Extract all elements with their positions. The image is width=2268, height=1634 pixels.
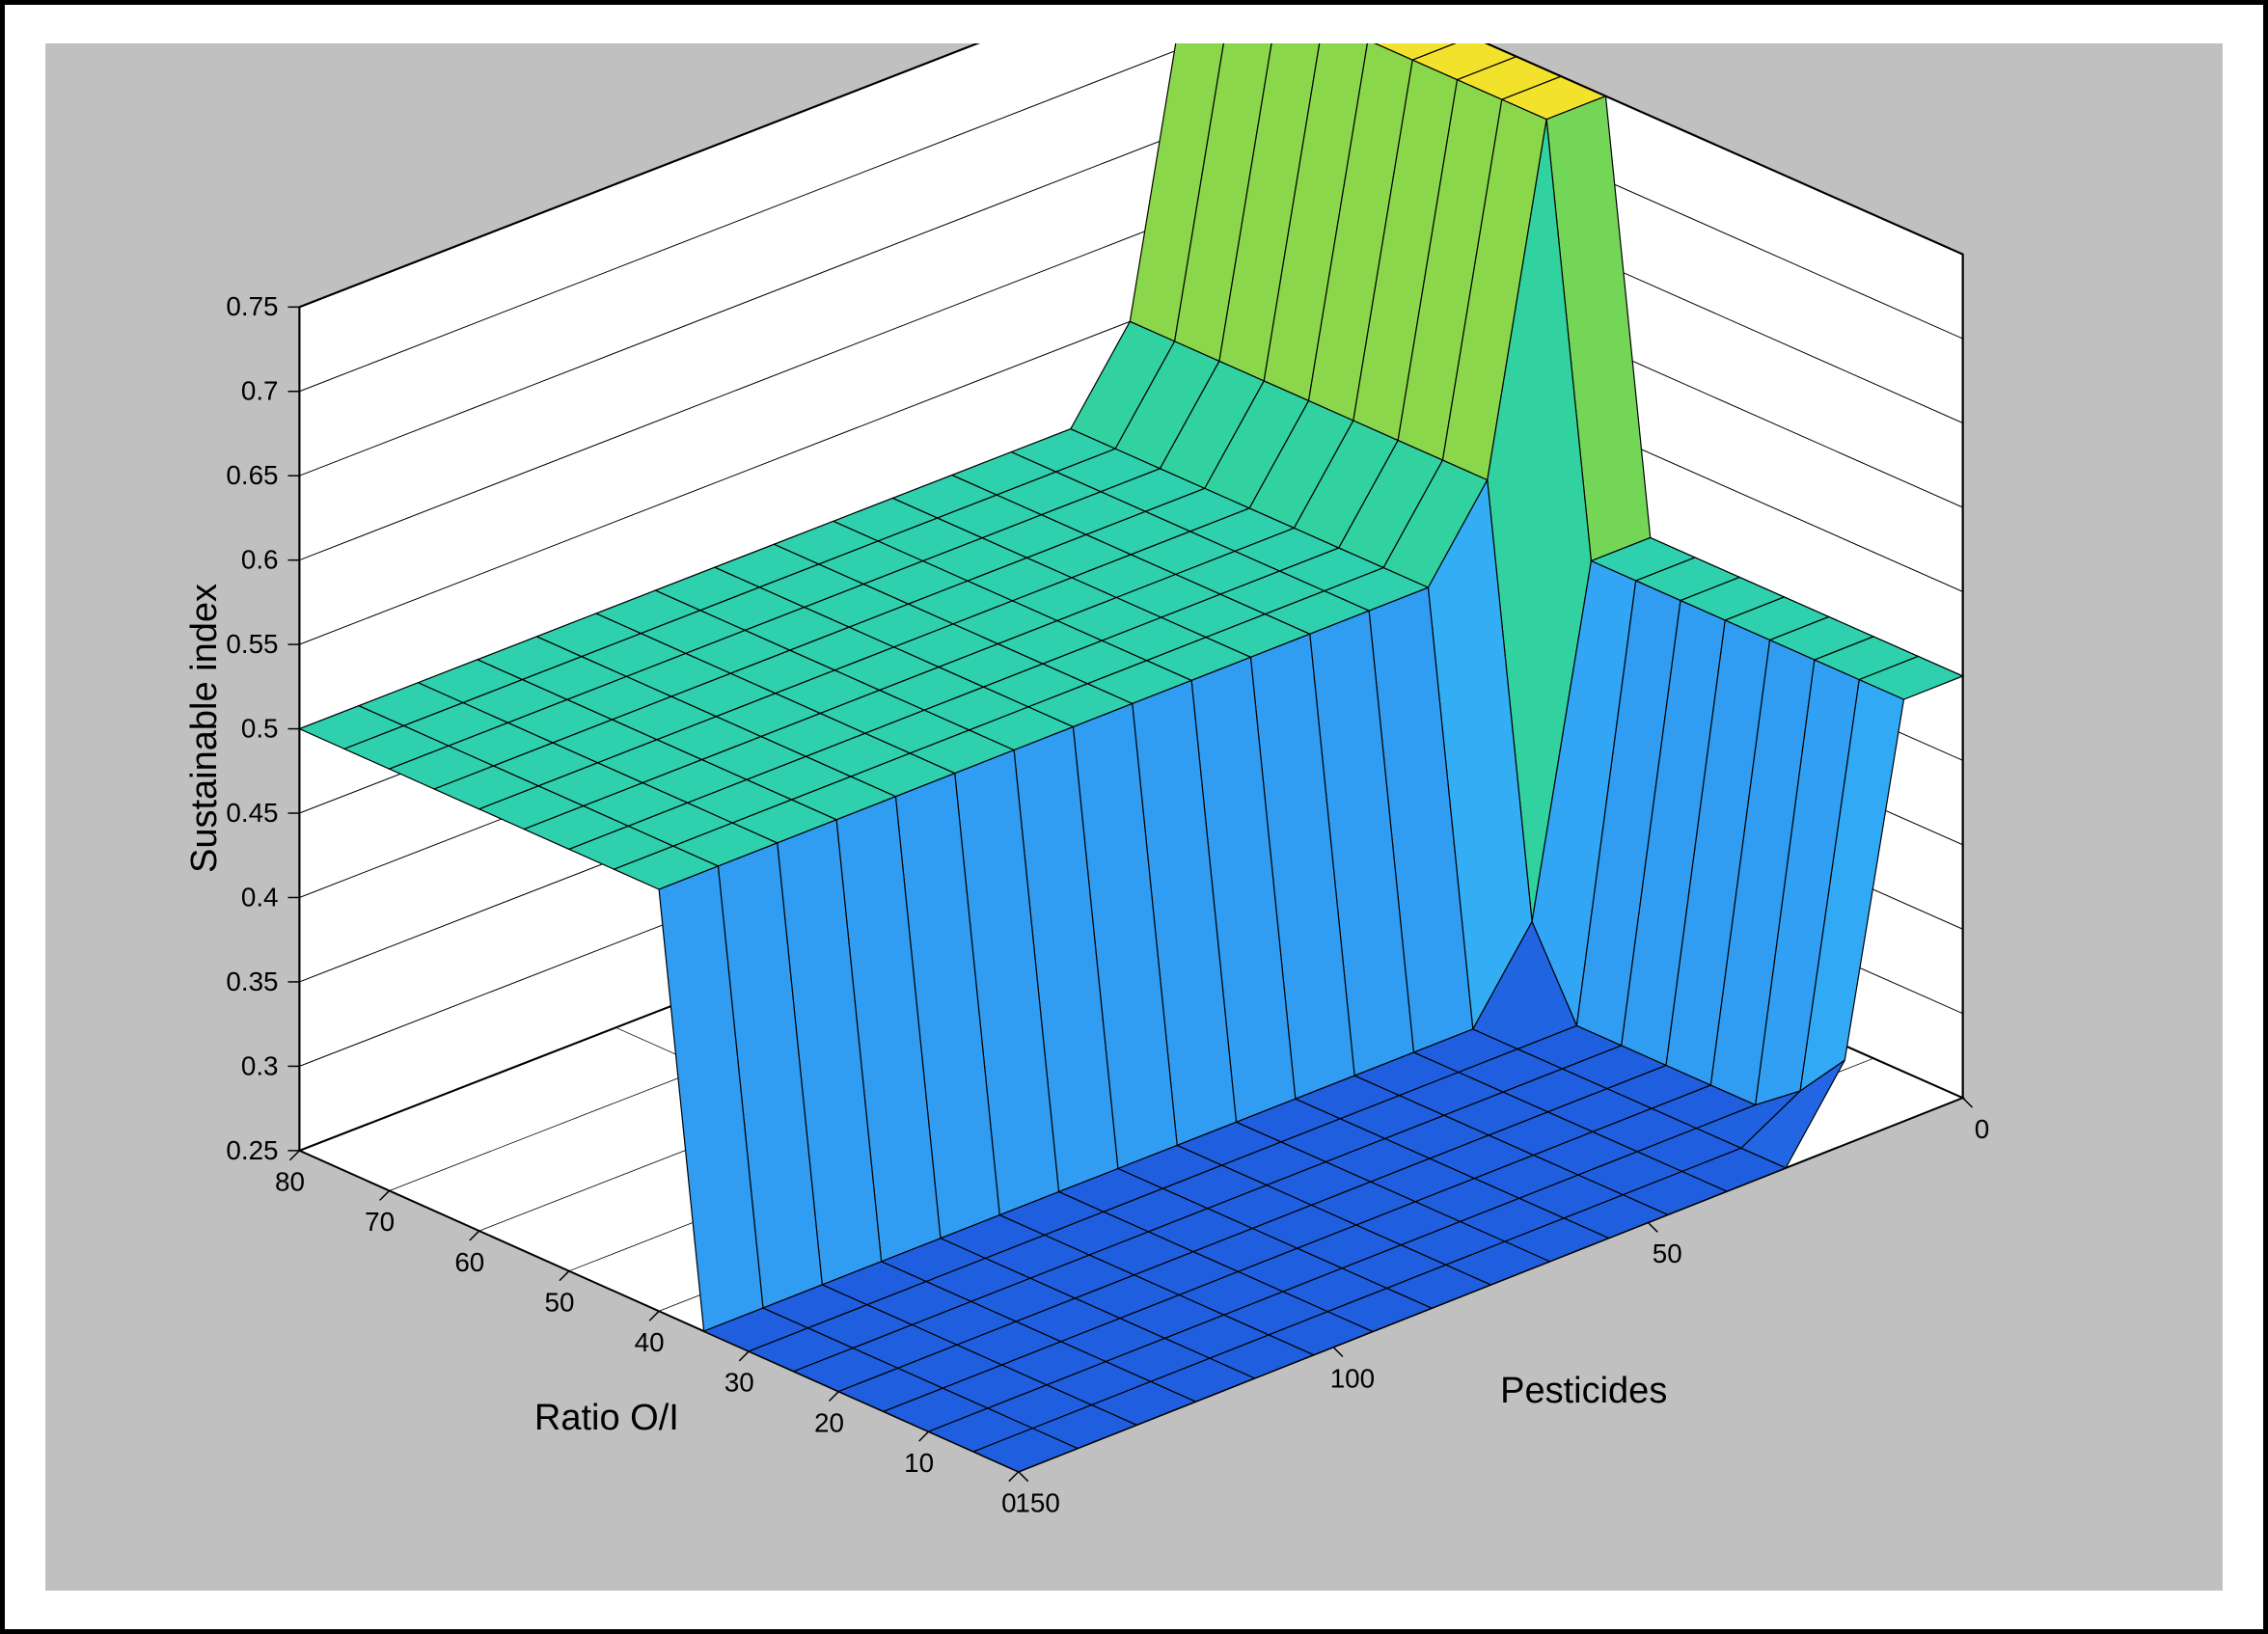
svg-text:0.6: 0.6: [241, 545, 279, 575]
svg-text:40: 40: [635, 1327, 665, 1357]
svg-text:0.3: 0.3: [241, 1050, 279, 1080]
svg-text:0: 0: [1975, 1114, 1989, 1144]
figure: 0.25 0.3 0.35 0.4 0.45 0.5 0.55 0.6 0.65 0.7 0.75 0…: [0, 0, 2268, 1634]
svg-text:0.7: 0.7: [241, 376, 279, 406]
z-axis-label: Sustainable index: [184, 584, 226, 873]
svg-text:0.55: 0.55: [226, 629, 278, 659]
svg-text:0.5: 0.5: [241, 714, 279, 744]
svg-text:0.4: 0.4: [241, 882, 279, 912]
plot-area: 0.25 0.3 0.35 0.4 0.45 0.5 0.55 0.6 0.65 0.7 0.75 0…: [43, 43, 2225, 1591]
svg-text:0.75: 0.75: [226, 291, 278, 321]
svg-text:80: 80: [275, 1167, 305, 1197]
svg-text:0.65: 0.65: [226, 460, 278, 490]
x-axis-label: Ratio O/I: [534, 1398, 679, 1439]
svg-text:150: 150: [1015, 1488, 1059, 1518]
y-axis-label: Pesticides: [1500, 1371, 1667, 1412]
svg-text:60: 60: [454, 1247, 484, 1277]
svg-text:0.45: 0.45: [226, 798, 278, 828]
svg-text:50: 50: [544, 1287, 574, 1317]
svg-text:0: 0: [1001, 1488, 1016, 1518]
svg-text:30: 30: [724, 1368, 754, 1398]
svg-text:70: 70: [365, 1207, 395, 1237]
svg-text:0.25: 0.25: [226, 1135, 278, 1165]
svg-text:100: 100: [1330, 1363, 1375, 1393]
svg-text:20: 20: [814, 1407, 844, 1437]
figure-outer-border: 0.25 0.3 0.35 0.4 0.45 0.5 0.55 0.6 0.65 0.7 0.75 0…: [0, 0, 2268, 1634]
svg-text:50: 50: [1653, 1239, 1682, 1268]
svg-text:0.35: 0.35: [226, 967, 278, 996]
svg-text:10: 10: [904, 1448, 934, 1478]
surface-plot: 0.25 0.3 0.35 0.4 0.45 0.5 0.55 0.6 0.65 0.7 0.75 0…: [43, 43, 2225, 1591]
